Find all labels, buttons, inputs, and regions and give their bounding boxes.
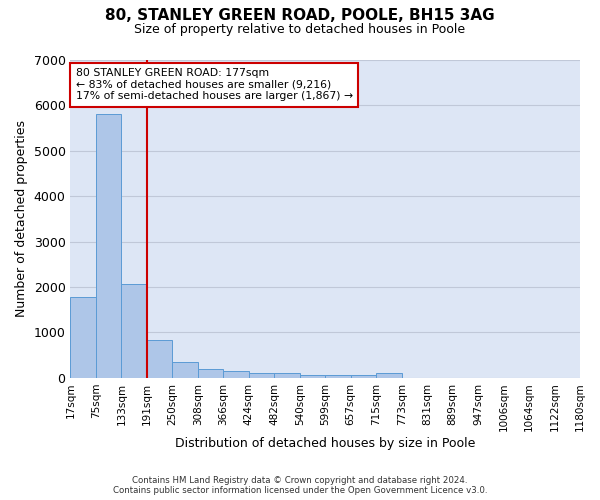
Text: 80, STANLEY GREEN ROAD, POOLE, BH15 3AG: 80, STANLEY GREEN ROAD, POOLE, BH15 3AG bbox=[105, 8, 495, 22]
Bar bbox=[96, 114, 121, 378]
Bar bbox=[223, 370, 249, 378]
Bar bbox=[249, 373, 274, 378]
Text: Size of property relative to detached houses in Poole: Size of property relative to detached ho… bbox=[134, 22, 466, 36]
Bar bbox=[300, 375, 325, 378]
Bar bbox=[325, 375, 350, 378]
Bar bbox=[70, 297, 96, 378]
Y-axis label: Number of detached properties: Number of detached properties bbox=[15, 120, 28, 318]
Bar bbox=[172, 362, 198, 378]
Bar bbox=[274, 374, 300, 378]
Bar bbox=[350, 375, 376, 378]
Bar bbox=[376, 373, 401, 378]
Bar bbox=[147, 340, 172, 378]
Text: 80 STANLEY GREEN ROAD: 177sqm
← 83% of detached houses are smaller (9,216)
17% o: 80 STANLEY GREEN ROAD: 177sqm ← 83% of d… bbox=[76, 68, 353, 101]
Bar bbox=[121, 284, 147, 378]
X-axis label: Distribution of detached houses by size in Poole: Distribution of detached houses by size … bbox=[175, 437, 475, 450]
Bar bbox=[198, 369, 223, 378]
Text: Contains HM Land Registry data © Crown copyright and database right 2024.
Contai: Contains HM Land Registry data © Crown c… bbox=[113, 476, 487, 495]
